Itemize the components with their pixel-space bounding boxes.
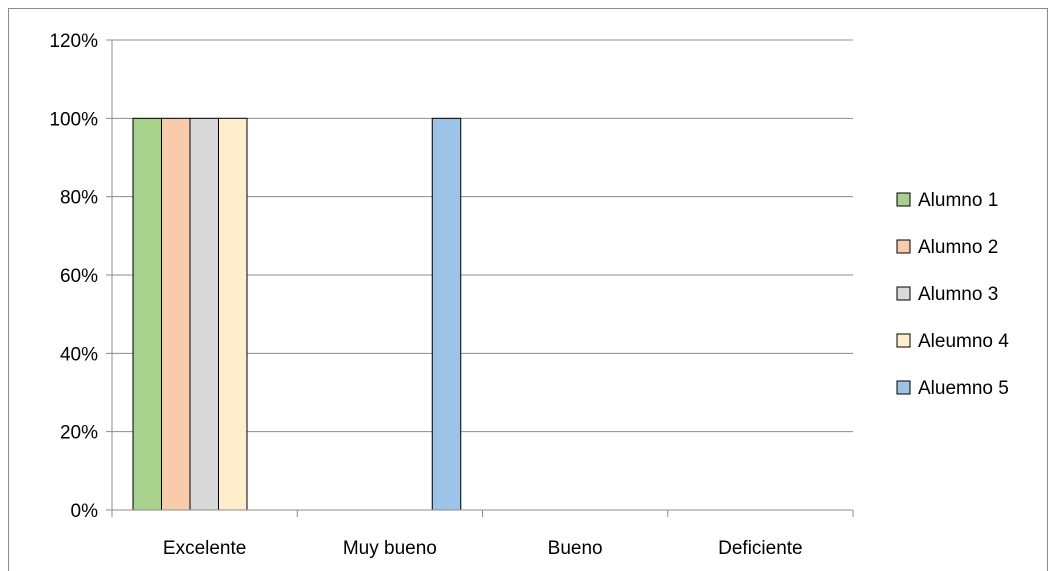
bar-alumno-3-excelente bbox=[189, 117, 219, 511]
legend-label: Alumno 3 bbox=[918, 284, 998, 305]
legend-swatch bbox=[896, 333, 911, 348]
y-axis-ticks: 0% 20% 40% 60% 80% 100% 120% bbox=[49, 31, 98, 522]
x-axis-ticks: Excelente Muy bueno Bueno Deficiente bbox=[163, 538, 803, 559]
bar-alumno-1-excelente bbox=[132, 117, 162, 511]
y-tick-label: 40% bbox=[60, 344, 98, 365]
x-tick-label: Bueno bbox=[548, 538, 603, 559]
axes bbox=[111, 40, 854, 517]
y-tick-label: 100% bbox=[49, 109, 98, 130]
legend-swatch bbox=[896, 380, 911, 395]
x-tick-label: Muy bueno bbox=[343, 538, 437, 559]
legend-label: Aleumno 4 bbox=[918, 331, 1009, 352]
bar-aleumno-4-excelente bbox=[218, 117, 248, 511]
legend-swatch bbox=[896, 192, 911, 207]
y-tick-label: 0% bbox=[71, 501, 99, 522]
legend-swatch bbox=[896, 286, 911, 301]
bars bbox=[132, 117, 462, 511]
y-tick-label: 20% bbox=[60, 423, 98, 444]
x-tick-label: Excelente bbox=[163, 538, 246, 559]
y-tick-label: 120% bbox=[49, 31, 98, 52]
legend-label: Alumno 1 bbox=[918, 190, 998, 211]
x-tick-label: Deficiente bbox=[718, 538, 803, 559]
legend: Alumno 1 Alumno 2 Alumno 3 Aleumno 4 Aluemno… bbox=[896, 190, 1009, 399]
legend-label: Alumno 2 bbox=[918, 237, 998, 258]
bar-alumno-2-excelente bbox=[161, 117, 191, 511]
legend-label: Aluemno 5 bbox=[918, 378, 1009, 399]
y-tick-label: 80% bbox=[60, 188, 98, 209]
y-tick-label: 60% bbox=[60, 266, 98, 287]
legend-swatch bbox=[896, 239, 911, 254]
bar-aluemno-5-muy-bueno bbox=[431, 117, 462, 511]
